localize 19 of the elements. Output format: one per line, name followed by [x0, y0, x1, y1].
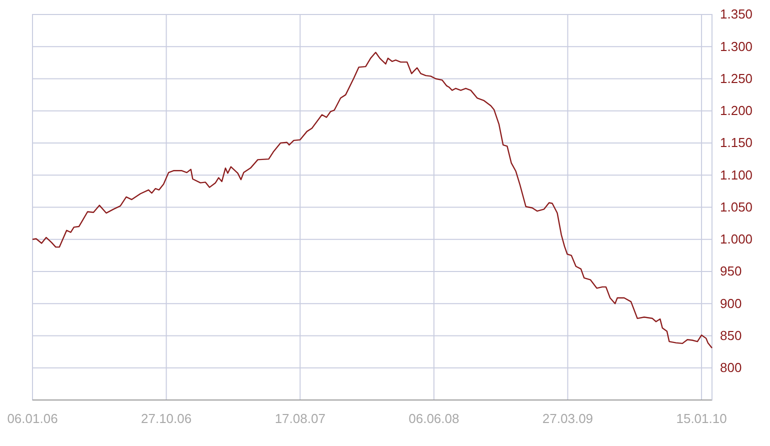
- y-tick-label: 1.250: [720, 70, 753, 86]
- y-tick-label: 850: [720, 328, 742, 343]
- y-tick-label: 1.200: [720, 103, 753, 118]
- x-tick-label: 27.03.09: [542, 411, 594, 426]
- y-tick-label: 1.300: [720, 38, 753, 54]
- y-tick-label: 1.350: [720, 6, 753, 22]
- line-series: [32, 52, 713, 349]
- y-tick-label: 1.000: [720, 232, 753, 247]
- y-tick-label: 900: [720, 296, 742, 311]
- y-tick-label: 950: [720, 264, 742, 279]
- y-tick-label: 1.050: [720, 199, 753, 214]
- y-tick-label: 1.100: [720, 167, 753, 182]
- x-tick-label: 17.08.07: [274, 411, 326, 426]
- y-tick-label: 800: [720, 360, 742, 376]
- x-tick-label: 15.01.10: [676, 411, 727, 426]
- x-tick-label: 27.10.06: [141, 411, 192, 426]
- x-tick-label: 06.01.06: [7, 411, 58, 426]
- y-tick-label: 1.150: [720, 135, 753, 150]
- x-tick-label: 06.06.08: [408, 411, 460, 426]
